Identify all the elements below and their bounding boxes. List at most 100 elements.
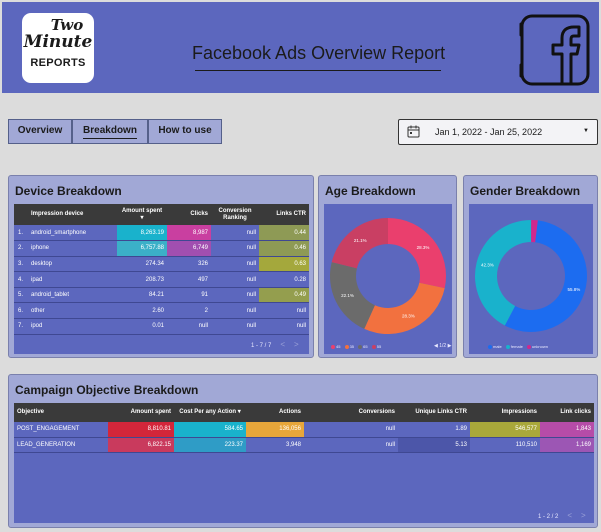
- column-header-impressions[interactable]: Impressions: [470, 403, 540, 422]
- age-legend-pager[interactable]: ◀ 1/2 ▶: [434, 343, 452, 349]
- next-page-icon[interactable]: >: [294, 340, 299, 349]
- gender-slice-unknown[interactable]: [531, 220, 538, 243]
- legend-swatch-35: [344, 344, 349, 349]
- table-row[interactable]: LEAD_GENERATION 6,822.15 223.37 3,948 null 5.…: [14, 437, 594, 453]
- campaign-pagination: 1 - 2 / 2 < >: [538, 511, 586, 520]
- campaign-table-body: POST_ENGAGEMENT 8,810.81 584.65 136,056 null…: [14, 422, 594, 453]
- age-slice-55[interactable]: [331, 218, 388, 269]
- legend-swatch-female: [505, 344, 510, 349]
- table-row[interactable]: 6. other 2.60 2 null null: [14, 302, 309, 320]
- device-breakdown-panel: Device Breakdown Impression device Amoun…: [8, 175, 314, 358]
- campaign-table-area: Objective Amount spent Cost Per any Acti…: [14, 403, 594, 523]
- row-number: 4.: [14, 271, 28, 288]
- column-header-cost-per-action[interactable]: Cost Per any Action ▾: [174, 403, 246, 422]
- cell-link-clicks: 1,843: [540, 422, 594, 438]
- tab-breakdown[interactable]: Breakdown: [72, 119, 148, 144]
- table-row[interactable]: 1. android_smartphone 8,263.19 8,987 null 0.4…: [14, 225, 309, 242]
- device-table-body: 1. android_smartphone 8,263.19 8,987 null 0.4…: [14, 225, 309, 335]
- gender-label-female: 42.3%: [481, 263, 494, 268]
- cell-clicks: 91: [167, 287, 211, 304]
- column-header-links-ctr[interactable]: Links CTR: [259, 204, 309, 225]
- cell-cost-per-action: 223.37: [174, 437, 246, 453]
- table-row[interactable]: 2. iphone 6,757.88 6,749 null 0.46: [14, 240, 309, 257]
- legend-swatch-55: [371, 344, 376, 349]
- legend-label-55: 55: [376, 344, 382, 349]
- cell-links-ctr: 0.63: [259, 256, 309, 273]
- gender-slice-female[interactable]: [474, 220, 532, 326]
- cell-links-ctr: 0.28: [259, 271, 309, 288]
- prev-page-icon[interactable]: <: [280, 340, 286, 349]
- cell-amount-spent: 6,757.88: [117, 240, 167, 257]
- table-row[interactable]: 4. ipad 208.73 497 null 0.28: [14, 271, 309, 288]
- cell-clicks: 497: [167, 271, 211, 288]
- row-number: 2.: [14, 240, 28, 257]
- cell-amount-spent: 274.34: [117, 256, 167, 273]
- gender-slice-male[interactable]: [504, 220, 587, 332]
- column-header-conversion-ranking[interactable]: Conversion Ranking: [211, 204, 259, 225]
- table-row[interactable]: 3. desktop 274.34 326 null 0.63: [14, 256, 309, 273]
- cell-impression-device: other: [28, 302, 117, 320]
- gender-label-male: 55.8%: [568, 287, 581, 292]
- cell-links-ctr: 0.46: [259, 240, 309, 257]
- column-header-conversions[interactable]: Conversions: [304, 403, 398, 422]
- campaign-breakdown-title: Campaign Objective Breakdown: [15, 383, 199, 397]
- campaign-breakdown-panel: Campaign Objective Breakdown Objective A…: [8, 374, 598, 528]
- cell-conversion-ranking: null: [211, 240, 259, 257]
- column-header-impression-device[interactable]: Impression device: [28, 204, 117, 225]
- cell-conversion-ranking: null: [211, 256, 259, 273]
- device-breakdown-title: Device Breakdown: [15, 184, 122, 198]
- row-number: 7.: [14, 318, 28, 335]
- column-header-amount-spent[interactable]: Amount spent: [108, 403, 174, 422]
- tab-how-to-use[interactable]: How to use: [148, 119, 222, 144]
- table-row[interactable]: 5. android_tablet 84.21 91 null 0.49: [14, 287, 309, 304]
- age-breakdown-title: Age Breakdown: [325, 184, 416, 198]
- page-title: Facebook Ads Overview Report: [192, 43, 446, 63]
- chevron-down-icon: ▼: [583, 128, 589, 134]
- cell-amount-spent: 6,822.15: [108, 437, 174, 453]
- age-slice-35[interactable]: [364, 282, 445, 334]
- cell-conversions: null: [304, 422, 398, 438]
- cell-conversion-ranking: null: [211, 271, 259, 288]
- cell-clicks: 6,749: [167, 240, 211, 257]
- gender-legend: male female unknown: [485, 344, 548, 349]
- cell-clicks: 2: [167, 302, 211, 320]
- cell-amount-spent: 84.21: [117, 287, 167, 304]
- cell-clicks: 8,987: [167, 225, 211, 242]
- table-row[interactable]: POST_ENGAGEMENT 8,810.81 584.65 136,056 null…: [14, 422, 594, 438]
- cell-actions: 3,948: [246, 437, 304, 453]
- device-table-area: Impression device Amount spent ▾ Clicks …: [14, 204, 309, 354]
- tab-overview[interactable]: Overview: [8, 119, 72, 144]
- cell-links-ctr: 0.44: [259, 225, 309, 242]
- facebook-icon: [519, 14, 590, 86]
- column-header-objective[interactable]: Objective: [14, 403, 108, 422]
- cell-links-ctr: null: [259, 318, 309, 335]
- cell-clicks: null: [167, 318, 211, 335]
- device-pagination: 1 - 7 / 7 < >: [251, 340, 299, 349]
- column-header-amount-spent[interactable]: Amount spent ▾: [117, 204, 167, 225]
- next-page-icon[interactable]: >: [581, 511, 586, 520]
- age-chart-area: 28.3% 28.3% 22.1% 21.1% 45 35 65 55 ◀ 1/2 ▶: [324, 204, 452, 354]
- cell-impression-device: ipad: [28, 271, 117, 288]
- table-row[interactable]: 7. ipod 0.01 null null null: [14, 318, 309, 335]
- column-header-link-clicks[interactable]: Link clicks: [540, 403, 594, 422]
- cell-amount-spent: 208.73: [117, 271, 167, 288]
- age-donut-chart: 28.3% 28.3% 22.1% 21.1%: [330, 218, 446, 334]
- legend-label-female: female: [510, 344, 523, 349]
- logo-line-1: Two: [50, 16, 84, 34]
- gender-chart-area: 55.8% 42.3% male female unknown: [469, 204, 593, 354]
- report-header: Two Minute REPORTS Facebook Ads Overview…: [2, 2, 599, 93]
- column-header-clicks[interactable]: Clicks: [167, 204, 211, 225]
- date-range-label: Jan 1, 2022 - Jan 25, 2022: [435, 127, 543, 137]
- date-range-picker[interactable]: Jan 1, 2022 - Jan 25, 2022 ▼: [398, 119, 598, 145]
- row-number-header: [14, 204, 28, 225]
- row-number: 1.: [14, 225, 28, 242]
- column-header-actions[interactable]: Actions: [246, 403, 304, 422]
- age-slice-65[interactable]: [330, 262, 375, 329]
- legend-swatch-unknown: [526, 344, 531, 349]
- prev-page-icon[interactable]: <: [567, 511, 573, 520]
- column-header-unique-links-ctr[interactable]: Unique Links CTR: [398, 403, 470, 422]
- table-header-row: Impression device Amount spent ▾ Clicks …: [14, 204, 309, 225]
- table-header-row: Objective Amount spent Cost Per any Acti…: [14, 403, 594, 422]
- age-slice-45[interactable]: [388, 218, 446, 289]
- cell-amount-spent: 2.60: [117, 302, 167, 320]
